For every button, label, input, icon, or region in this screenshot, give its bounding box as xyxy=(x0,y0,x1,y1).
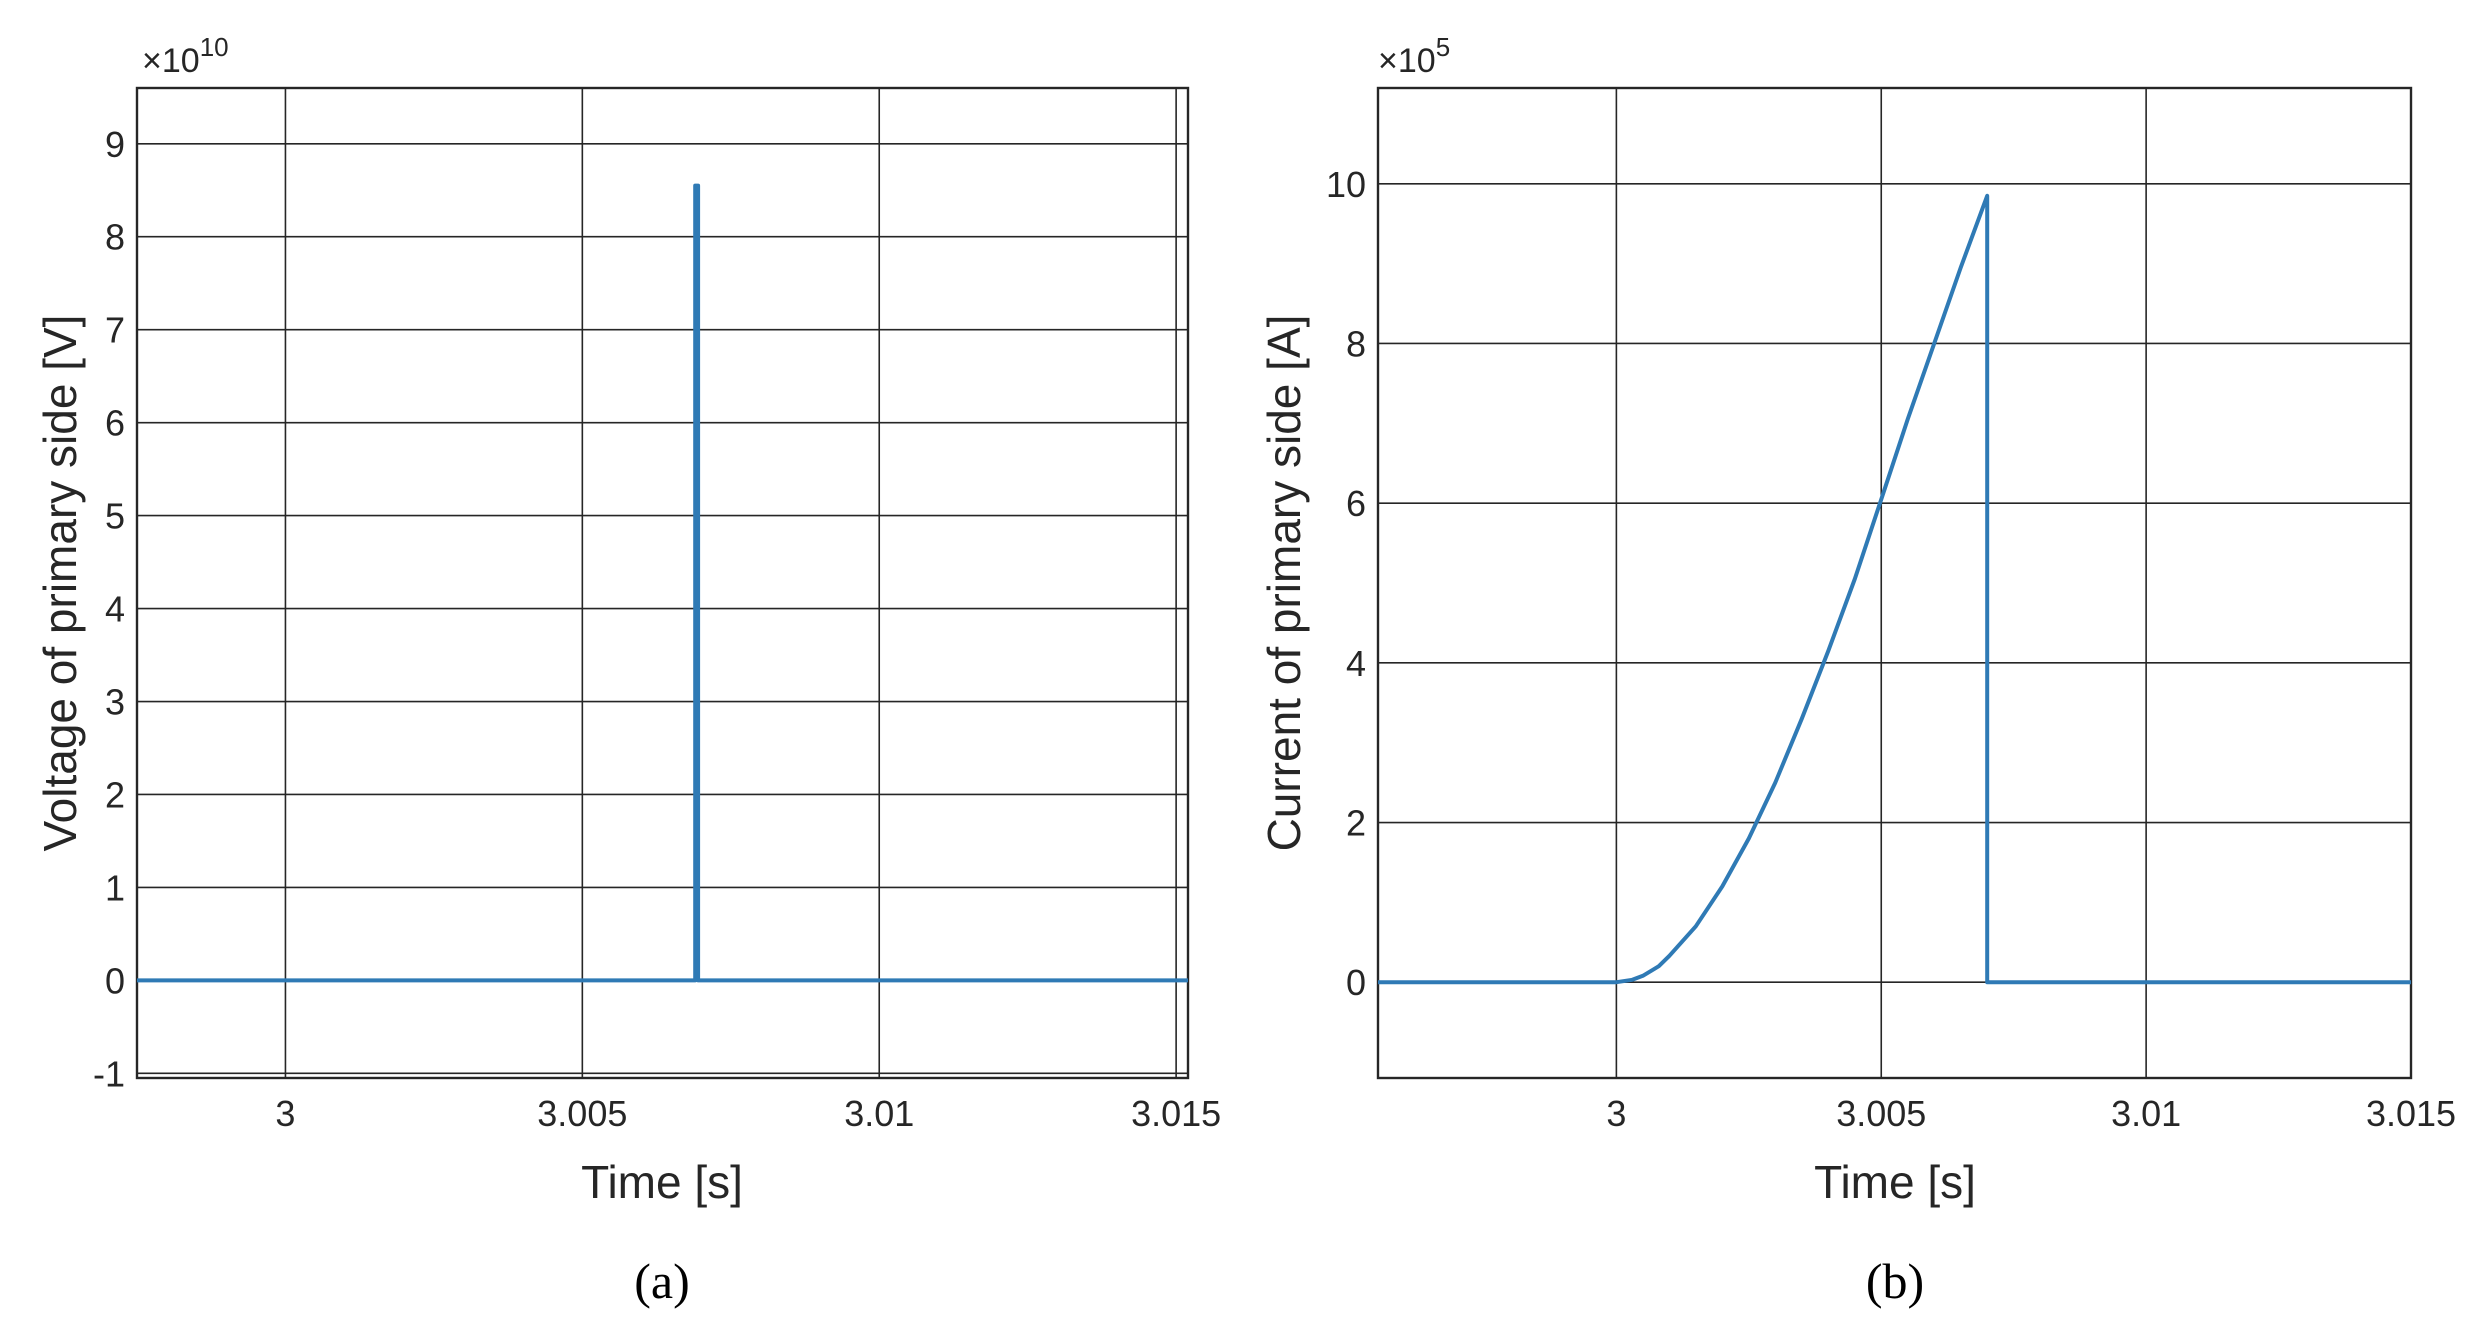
voltage-y-tick-label: 0 xyxy=(105,960,125,1001)
voltage-caption: (a) xyxy=(634,1253,690,1309)
voltage-x-tick-label: 3.005 xyxy=(537,1093,627,1134)
voltage-x-tick-label: 3.015 xyxy=(1131,1093,1221,1134)
voltage-series-line xyxy=(137,183,1188,983)
voltage-plot-area xyxy=(135,86,1190,1080)
voltage-y-tick-label: 7 xyxy=(105,310,125,351)
voltage-y-tick-label: 2 xyxy=(105,774,125,815)
voltage-tick-labels: 3 3.005 3.01 3.015 -1 0 1 2 3 4 5 6 7 8 9 xyxy=(93,124,1221,1134)
voltage-x-tick-label: 3.01 xyxy=(844,1093,914,1134)
voltage-chart-panel: 3 3.005 3.01 3.015 -1 0 1 2 3 4 5 6 7 8 9 ×1010 Voltag… xyxy=(34,32,1221,1309)
current-y-exponent: ×105 xyxy=(1378,32,1450,80)
voltage-y-exponent: ×1010 xyxy=(142,32,229,80)
voltage-y-exponent-base: ×10 xyxy=(142,42,200,80)
voltage-y-tick-label: 8 xyxy=(105,217,125,258)
voltage-y-tick-label: 6 xyxy=(105,403,125,444)
voltage-y-tick-label: 1 xyxy=(105,867,125,908)
voltage-x-axis-label: Time [s] xyxy=(581,1156,743,1208)
current-y-tick-label: 10 xyxy=(1326,164,1366,205)
current-x-tick-label: 3.015 xyxy=(2366,1093,2456,1134)
current-caption: (b) xyxy=(1866,1253,1924,1309)
current-y-tick-label: 8 xyxy=(1346,323,1366,364)
current-y-tick-label: 4 xyxy=(1346,643,1366,684)
current-chart-panel: 3 3.005 3.01 3.015 0 2 4 6 8 10 ×105 Current of p… xyxy=(1258,32,2456,1309)
voltage-y-tick-label: 5 xyxy=(105,496,125,537)
current-y-tick-label: 6 xyxy=(1346,483,1366,524)
voltage-y-tick-label: 9 xyxy=(105,124,125,165)
voltage-x-tick-label: 3 xyxy=(275,1093,295,1134)
current-x-tick-label: 3.005 xyxy=(1836,1093,1926,1134)
current-x-tick-label: 3 xyxy=(1606,1093,1626,1134)
current-y-axis-label: Current of primary side [A] xyxy=(1258,315,1310,852)
current-y-exponent-base: ×10 xyxy=(1378,42,1436,80)
current-series-line xyxy=(1378,193,2411,985)
current-x-axis-label: Time [s] xyxy=(1814,1156,1976,1208)
current-x-tick-label: 3.01 xyxy=(2111,1093,2181,1134)
current-plot-area xyxy=(1376,86,2413,1080)
current-y-tick-label: 0 xyxy=(1346,962,1366,1003)
voltage-y-exponent-power: 10 xyxy=(200,32,229,62)
current-y-tick-label: 2 xyxy=(1346,803,1366,844)
voltage-y-tick-label: -1 xyxy=(93,1053,125,1094)
current-y-exponent-power: 5 xyxy=(1436,32,1450,62)
voltage-y-axis-label: Voltage of primary side [V] xyxy=(34,315,86,852)
current-tick-labels: 3 3.005 3.01 3.015 0 2 4 6 8 10 xyxy=(1326,164,2456,1134)
voltage-y-tick-label: 3 xyxy=(105,682,125,723)
voltage-y-tick-label: 4 xyxy=(105,589,125,630)
